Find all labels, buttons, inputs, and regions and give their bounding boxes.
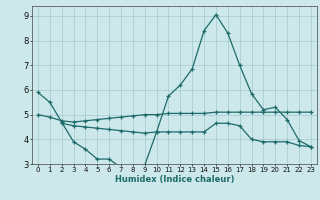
X-axis label: Humidex (Indice chaleur): Humidex (Indice chaleur) bbox=[115, 175, 234, 184]
